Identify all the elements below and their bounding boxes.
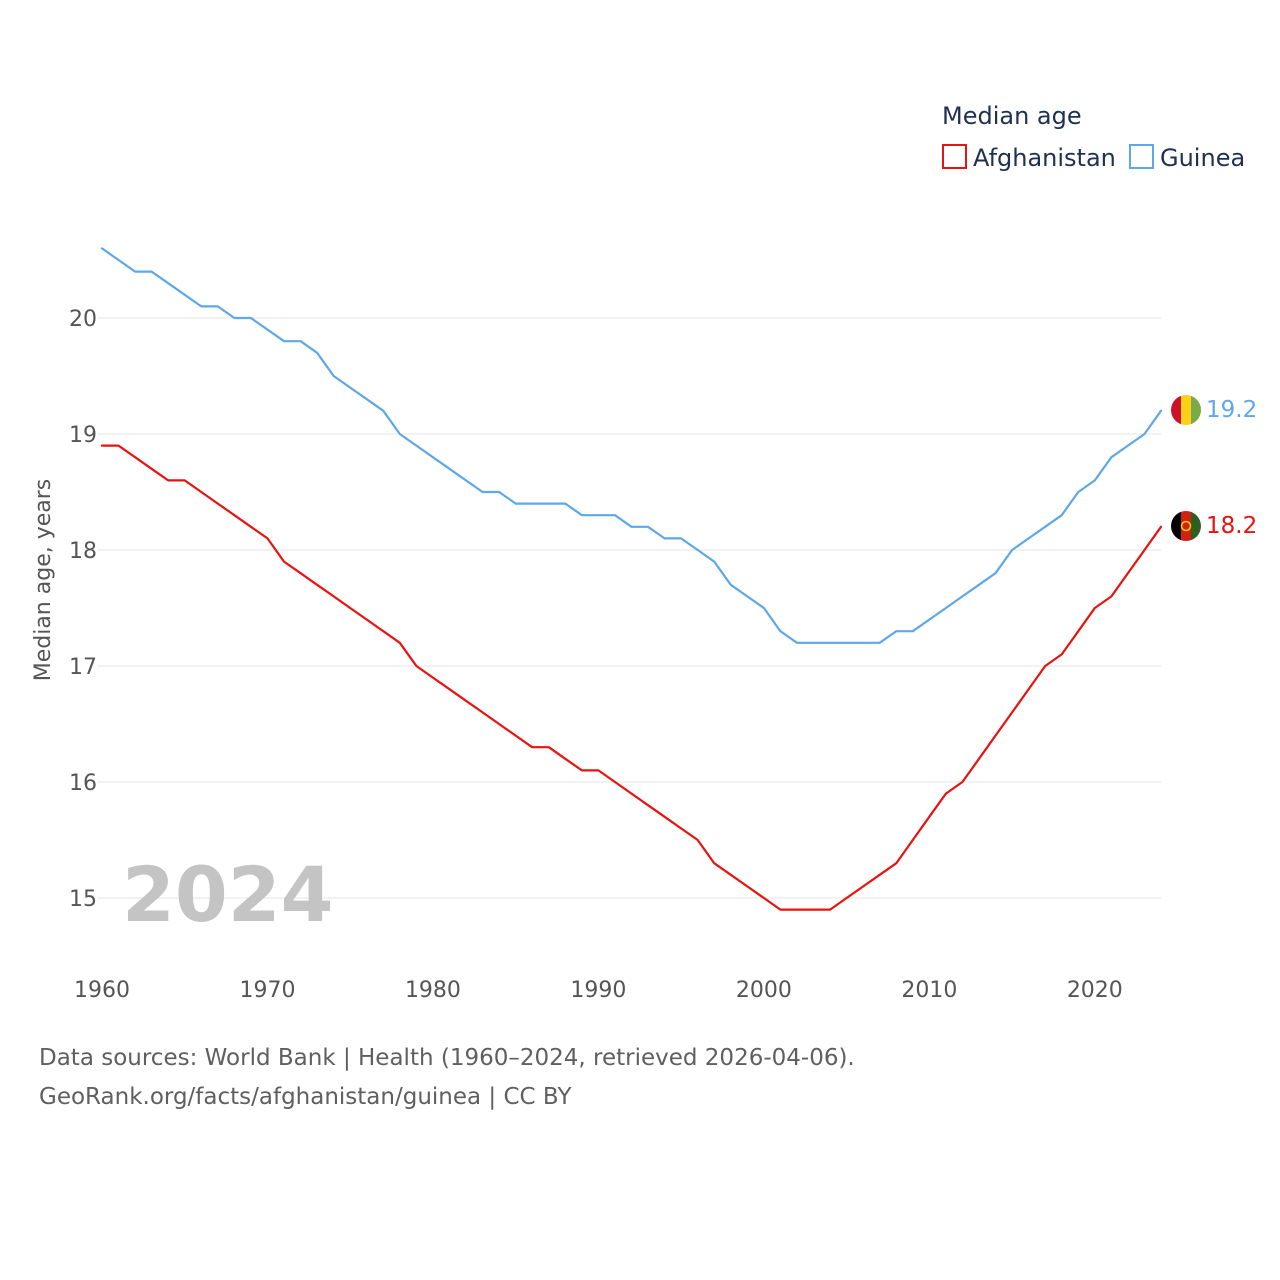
x-tick-label: 1960 bbox=[74, 978, 130, 1003]
guinea-flag-icon bbox=[1171, 395, 1201, 425]
footer-sources: Data sources: World Bank | Health (1960–… bbox=[39, 1045, 855, 1071]
y-tick-label: 17 bbox=[69, 655, 97, 680]
legend-swatch-afghanistan bbox=[942, 144, 967, 169]
x-tick-label: 2020 bbox=[1067, 978, 1123, 1003]
legend-label-afghanistan: Afghanistan bbox=[973, 144, 1116, 172]
x-axis-ticks: 1960 1970 1980 1990 2000 2010 2020 bbox=[74, 978, 1123, 1003]
series-line-afghanistan bbox=[100, 444, 1163, 911]
x-tick-label: 1990 bbox=[570, 978, 626, 1003]
y-axis-ticks: 15 16 17 18 19 20 bbox=[69, 307, 97, 912]
y-tick-label: 18 bbox=[69, 539, 97, 564]
legend: Median age Afghanistan Guinea bbox=[942, 102, 1245, 172]
gridlines bbox=[98, 317, 1161, 899]
y-tick-label: 20 bbox=[69, 307, 97, 332]
x-tick-label: 1980 bbox=[405, 978, 461, 1003]
highlight-year: 2024 bbox=[122, 850, 334, 939]
series-lines bbox=[100, 247, 1163, 911]
y-tick-label: 16 bbox=[69, 771, 97, 796]
footer-attribution: GeoRank.org/facts/afghanistan/guinea | C… bbox=[39, 1084, 572, 1110]
legend-swatch-guinea bbox=[1129, 144, 1154, 169]
series-line-guinea bbox=[100, 247, 1163, 644]
end-label-guinea: 19.2 bbox=[1206, 397, 1257, 423]
x-tick-label: 1970 bbox=[239, 978, 295, 1003]
afghanistan-flag-icon bbox=[1171, 511, 1201, 541]
x-tick-label: 2000 bbox=[736, 978, 792, 1003]
x-tick-label: 2010 bbox=[901, 978, 957, 1003]
y-tick-label: 19 bbox=[69, 423, 97, 448]
y-tick-label: 15 bbox=[69, 887, 97, 912]
legend-title: Median age bbox=[942, 102, 1082, 130]
legend-label-guinea: Guinea bbox=[1160, 144, 1245, 172]
end-label-afghanistan: 18.2 bbox=[1206, 513, 1257, 539]
y-axis-title: Median age, years bbox=[31, 479, 56, 682]
